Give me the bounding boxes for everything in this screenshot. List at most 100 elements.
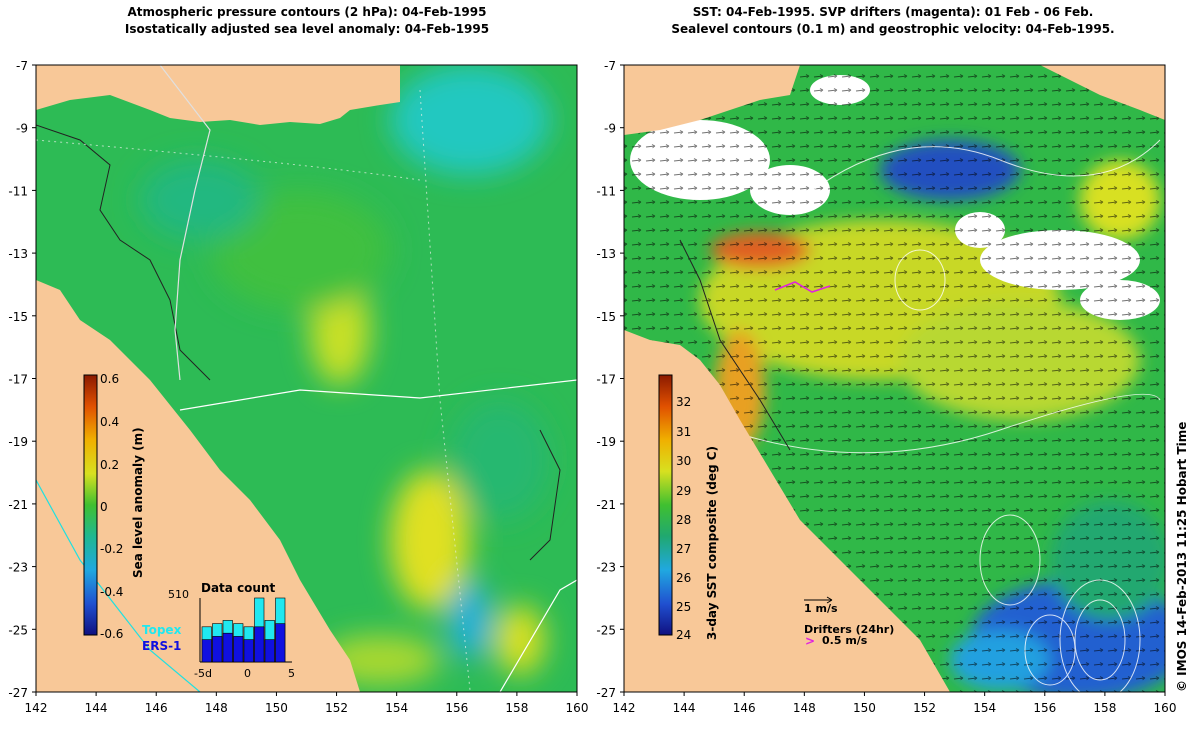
right-xtick-label-4: 150 — [853, 701, 876, 715]
right-drifter-track — [774, 281, 831, 293]
left-pressure-contour-2 — [499, 579, 577, 692]
sst-tick-5: 27 — [676, 542, 691, 556]
left-ytick-label-7: -21 — [8, 498, 28, 512]
right-colorbar-label: 3-day SST composite (deg C) — [705, 446, 719, 640]
left-map — [36, 65, 577, 692]
right-xtick-label-2: 146 — [733, 701, 756, 715]
left-land-australia — [36, 65, 360, 692]
right-xtick-label-7: 156 — [1033, 701, 1056, 715]
right-xtick-label-6: 154 — [973, 701, 996, 715]
left-ytick-label-8: -23 — [8, 561, 28, 575]
left-isobath — [36, 124, 211, 381]
left-reef-contour — [529, 429, 561, 561]
left-xtick-label-7: 156 — [445, 701, 468, 715]
left-colorbar-label: Sea level anomaly (m) — [131, 427, 145, 578]
datacount-bar-ers1-1 — [212, 636, 223, 663]
velocity-scale: 1 m/s — [804, 596, 838, 615]
left-ytick-label-0: -7 — [16, 59, 28, 73]
scale-label: 1 m/s — [804, 602, 838, 615]
right-xtick-label-1: 144 — [673, 701, 696, 715]
left-ytick-label-9: -25 — [8, 623, 28, 637]
credit-text: © IMOS 14-Feb-2013 11:25 Hobart Time — [1175, 422, 1189, 692]
left-colorbar — [83, 374, 98, 636]
drifters-label: Drifters (24hr) — [804, 623, 894, 636]
left-ytick-label-1: -9 — [16, 122, 28, 136]
left-land-south — [230, 640, 340, 692]
drifters-speed: 0.5 m/s — [822, 634, 868, 647]
sst-tick-0: 32 — [676, 395, 691, 409]
left-colorbar-ticks: 0.6 0.4 0.2 0 -0.2 -0.4 -0.6 — [100, 372, 123, 641]
right-map — [624, 65, 1165, 692]
axes-ticks: 142 144 146 148 150 152 154 156 158 160 -7 -9 -11 -13… — [8, 59, 1176, 715]
datacount-bar-ers1-3 — [233, 636, 244, 663]
right-land-australia — [624, 65, 950, 692]
right-ytick-label-2: -11 — [596, 184, 616, 198]
right-xtick-label-5: 152 — [913, 701, 936, 715]
left-xtick-label-1: 144 — [85, 701, 108, 715]
left-xtick-label-4: 150 — [265, 701, 288, 715]
right-ytick-label-10: -27 — [596, 686, 616, 700]
left-track-2 — [419, 89, 471, 691]
right-ytick-label-6: -19 — [596, 435, 616, 449]
left-xtick-label-8: 158 — [505, 701, 528, 715]
right-ytick-label-1: -9 — [604, 122, 616, 136]
sla-tick-1: 0.4 — [100, 415, 119, 429]
datacount-bar-ers1-2 — [222, 632, 233, 663]
left-ytick-label-5: -17 — [8, 373, 28, 387]
datacount-xtick-1: 0 — [244, 667, 251, 680]
datacount-xtick-2: 5 — [288, 667, 295, 680]
scale-arrow-head — [826, 596, 833, 604]
right-land-east — [1040, 65, 1165, 120]
left-ytick-label-2: -11 — [8, 184, 28, 198]
datacount-bar-ers1-5 — [254, 626, 265, 663]
right-ytick-label-9: -25 — [596, 623, 616, 637]
datacount-bar-ers1-6 — [264, 639, 275, 663]
datacount-xtick-0: -5d — [194, 667, 212, 680]
right-xtick-label-0: 142 — [613, 701, 636, 715]
left-ytick-label-6: -19 — [8, 435, 28, 449]
right-xtick-label-8: 158 — [1093, 701, 1116, 715]
datacount-bar-ers1-4 — [243, 639, 254, 663]
right-ytick-label-7: -21 — [596, 498, 616, 512]
right-sealevel-contours — [699, 139, 1161, 692]
left-title-line2: Isostatically adjusted sea level anomaly… — [124, 22, 490, 36]
left-sla-field — [140, 65, 550, 685]
right-xtick-label-9: 160 — [1154, 701, 1177, 715]
datacount-max: 510 — [168, 588, 189, 601]
sst-tick-4: 28 — [676, 513, 691, 527]
left-topex-track — [36, 479, 201, 692]
right-colorbar — [658, 374, 673, 636]
right-ytick-label-3: -13 — [596, 247, 616, 261]
datacount-bars — [201, 597, 286, 663]
sla-tick-3: 0 — [100, 500, 108, 514]
left-ytick-label-3: -13 — [8, 247, 28, 261]
datacount-bar-ers1-0 — [201, 639, 212, 663]
datacount-title: Data count — [201, 581, 276, 595]
right-ytick-label-0: -7 — [604, 59, 616, 73]
left-pressure-contour — [179, 379, 577, 411]
left-xtick-label-9: 160 — [566, 701, 589, 715]
right-ytick-label-5: -17 — [596, 373, 616, 387]
right-ytick-label-4: -15 — [596, 310, 616, 324]
sla-tick-6: -0.6 — [100, 627, 123, 641]
left-title-line1: Atmospheric pressure contours (2 hPa): 0… — [127, 5, 487, 19]
sla-tick-5: -0.4 — [100, 585, 123, 599]
right-title-line1: SST: 04-Feb-1995. SVP drifters (magenta)… — [692, 5, 1094, 19]
left-land-png — [36, 65, 400, 125]
right-colorbar-ticks: 32 31 30 29 28 27 26 25 24 — [676, 395, 691, 642]
left-ytick-label-10: -27 — [8, 686, 28, 700]
sla-tick-2: 0.2 — [100, 458, 119, 472]
sst-tick-7: 25 — [676, 600, 691, 614]
sst-tick-8: 24 — [676, 628, 691, 642]
sst-tick-6: 26 — [676, 571, 691, 585]
left-xtick-label-0: 142 — [25, 701, 48, 715]
drifter-symbol: > — [805, 634, 815, 648]
sst-tick-1: 31 — [676, 425, 691, 439]
right-ytick-label-8: -23 — [596, 561, 616, 575]
right-isobath — [679, 239, 791, 451]
left-xtick-label-3: 148 — [205, 701, 228, 715]
sla-tick-0: 0.6 — [100, 372, 119, 386]
sst-tick-3: 29 — [676, 484, 691, 498]
left-xtick-label-6: 154 — [385, 701, 408, 715]
